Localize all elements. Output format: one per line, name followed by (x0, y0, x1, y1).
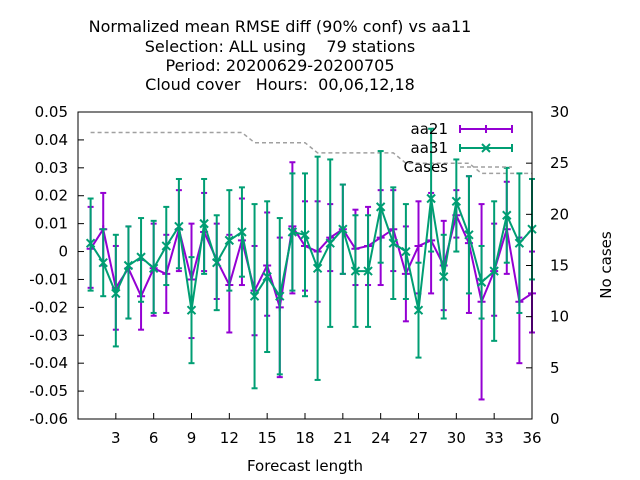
x-tick-label: 24 (371, 429, 390, 447)
y2-tick-label: 10 (550, 308, 569, 326)
data-point (489, 266, 499, 276)
x-tick-label: 30 (447, 429, 466, 447)
data-point (350, 266, 361, 276)
data-point (275, 291, 285, 301)
data-point (136, 252, 146, 262)
data-point (451, 196, 462, 207)
y2-tick-label: 30 (550, 103, 569, 121)
data-point (476, 277, 487, 287)
x-tick-label: 27 (409, 429, 428, 447)
y-tick-label: -0.02 (29, 298, 68, 316)
x-tick-label: 15 (258, 429, 277, 447)
y-tick-label: 0.01 (35, 215, 68, 233)
data-point (199, 218, 209, 229)
data-point (414, 241, 423, 250)
y-tick-label: 0 (58, 243, 68, 261)
data-point (401, 246, 411, 257)
data-point (514, 238, 525, 248)
data-point (249, 291, 260, 301)
data-point (237, 227, 247, 237)
y2-tick-label: 20 (550, 205, 569, 223)
x-tick-label: 36 (522, 429, 541, 447)
y2-tick-label: 5 (550, 359, 560, 377)
data-point (464, 230, 474, 240)
y-tick-label: -0.04 (29, 354, 68, 372)
data-point (98, 258, 108, 268)
data-point (224, 235, 235, 246)
data-point (375, 202, 386, 212)
y2-axis-label: No cases (597, 231, 615, 299)
x-tick-label: 6 (149, 429, 159, 447)
data-point (161, 241, 171, 251)
legend-sample-marker (481, 143, 491, 153)
y-tick-label: 0.04 (35, 131, 68, 149)
x-tick-label: 21 (333, 429, 352, 447)
y-tick-label: 0.05 (35, 103, 68, 121)
x-tick-label: 3 (111, 429, 121, 447)
y-tick-label: -0.05 (29, 382, 68, 400)
title-line-1: Normalized mean RMSE diff (90% conf) vs … (88, 17, 472, 36)
data-point (312, 263, 323, 273)
data-point (439, 271, 449, 282)
data-point (287, 227, 298, 237)
legend-label-aa21: aa21 (411, 120, 448, 138)
y2-tick-label: 25 (550, 154, 569, 172)
x-tick-label: 33 (485, 429, 504, 447)
data-point (502, 210, 512, 220)
legend-sample-marker (482, 125, 490, 133)
data-point (413, 305, 424, 315)
title-line-3: Period: 20200629-20200705 (165, 56, 395, 75)
data-point (85, 238, 96, 248)
title-line-4: Cloud cover Hours: 00,06,12,18 (145, 75, 415, 94)
data-point (262, 271, 272, 282)
x-tick-label: 18 (295, 429, 314, 447)
data-point (300, 230, 310, 240)
y-tick-label: -0.06 (29, 410, 68, 428)
data-point (338, 224, 348, 234)
cases-series (90, 131, 532, 175)
axis-ticks: 0.05 0.04 0.03 0.02 0.01 0 -0.01 -0.02 -0.03 -0.0… (29, 103, 569, 447)
data-point (388, 238, 398, 248)
title-line-2: Selection: ALL using 79 stations (144, 37, 416, 56)
data-point (363, 266, 373, 276)
y-tick-label: -0.03 (29, 326, 68, 344)
data-point (123, 260, 134, 271)
data-point (148, 263, 159, 273)
y-tick-label: -0.01 (29, 270, 68, 288)
data-point (186, 305, 197, 315)
data-point (174, 221, 184, 232)
data-point (212, 258, 222, 268)
y2-tick-label: 15 (550, 257, 569, 275)
data-point (111, 288, 121, 299)
y2-tick-label: 0 (550, 410, 560, 428)
y-tick-label: 0.02 (35, 187, 68, 205)
series-line (89, 197, 533, 311)
y-tick-label: 0.03 (35, 159, 68, 177)
data-point (325, 238, 335, 248)
data-point (426, 193, 436, 204)
x-tick-label: 9 (187, 429, 197, 447)
x-axis-label: Forecast length (247, 457, 363, 475)
x-tick-label: 12 (220, 429, 239, 447)
legend-label-cases: Cases (403, 158, 448, 176)
legend-label-aa31: aa31 (411, 139, 448, 157)
data-series (85, 127, 537, 401)
cases-line (90, 131, 532, 175)
